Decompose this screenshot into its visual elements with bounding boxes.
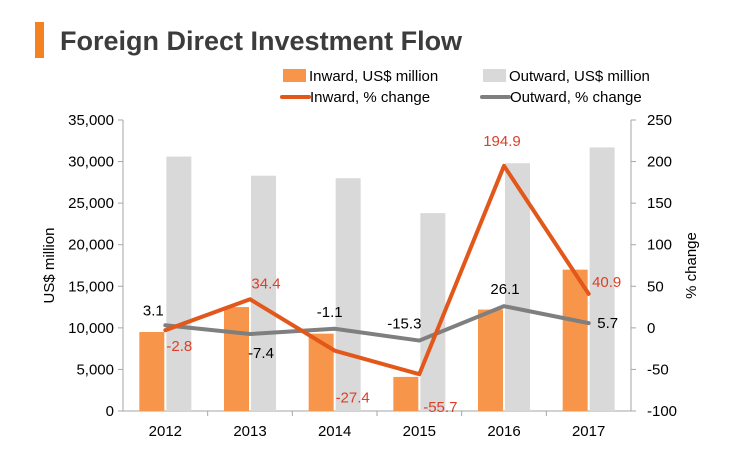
y-right-tick-label: -100 <box>647 403 677 420</box>
x-tick-label: 2015 <box>403 423 436 440</box>
inward-pct-data-label: -27.4 <box>336 390 370 407</box>
inward-pct-data-label: 34.4 <box>251 275 280 292</box>
y-right-tick-label: 0 <box>647 320 655 337</box>
outward-bar <box>420 213 446 411</box>
inward-bar <box>478 309 503 411</box>
y-right-tick-label: 250 <box>647 112 672 129</box>
y-right-tick-label: 150 <box>647 195 672 212</box>
legend-label-outward-line: Outward, % change <box>510 89 642 106</box>
y-left-tick-label: 15,000 <box>68 278 114 295</box>
y-left-tick-label: 10,000 <box>68 320 114 337</box>
inward-pct-data-label: -2.8 <box>166 338 192 355</box>
x-tick-label: 2016 <box>487 423 520 440</box>
outward-pct-data-label: -7.4 <box>248 345 274 362</box>
legend-swatch-outward-bar <box>483 69 506 82</box>
y-left-tick-label: 25,000 <box>68 195 114 212</box>
y-left-tick-label: 30,000 <box>68 154 114 171</box>
outward-pct-data-label: -1.1 <box>317 304 343 321</box>
outward-bar <box>505 163 530 411</box>
inward-pct-line <box>163 163 591 377</box>
title-accent-bar <box>35 22 44 58</box>
inward-pct-data-label: 40.9 <box>592 274 621 291</box>
inward-bar <box>308 333 334 411</box>
inward-pct-data-label: 194.9 <box>483 133 521 150</box>
inward-bar <box>393 376 419 411</box>
x-tick-label: 2014 <box>318 423 351 440</box>
x-tick-label: 2017 <box>572 423 605 440</box>
legend-label-outward-bar: Outward, US$ million <box>509 68 650 85</box>
outward-bar <box>166 156 192 411</box>
outward-bar <box>251 175 276 411</box>
legend-label-inward-line: Inward, % change <box>310 89 430 106</box>
y-right-tick-label: 50 <box>647 278 664 295</box>
y-right-tick-label: 200 <box>647 154 672 171</box>
x-tick-label: 2012 <box>149 423 182 440</box>
y-left-tick-label: 35,000 <box>68 112 114 129</box>
inward-bar <box>139 332 165 411</box>
inward-bar <box>224 307 249 411</box>
y-left-tick-label: 20,000 <box>68 237 114 254</box>
x-tick-label: 2013 <box>233 423 266 440</box>
outward-pct-data-label: 3.1 <box>143 302 164 319</box>
y-left-tick-label: 5,000 <box>76 361 114 378</box>
outward-bar <box>589 147 615 412</box>
outward-pct-data-label: -15.3 <box>387 316 421 333</box>
outward-bar <box>335 178 361 411</box>
outward-pct-line <box>163 304 591 343</box>
legend-swatch-inward-bar <box>283 69 306 82</box>
inward-bar <box>562 269 588 411</box>
inward-pct-data-label: -55.7 <box>423 399 457 416</box>
outward-pct-data-label: 5.7 <box>597 315 618 332</box>
legend-label-inward-bar: Inward, US$ million <box>309 68 438 85</box>
y-right-tick-label: 100 <box>647 237 672 254</box>
y-left-axis-title: US$ million <box>41 228 58 304</box>
outward-pct-data-label: 26.1 <box>490 281 519 298</box>
y-right-axis-title: % change <box>683 232 700 299</box>
y-left-tick-label: 0 <box>106 403 114 420</box>
y-right-tick-label: -50 <box>647 361 669 378</box>
chart-title: Foreign Direct Investment Flow <box>60 26 463 56</box>
